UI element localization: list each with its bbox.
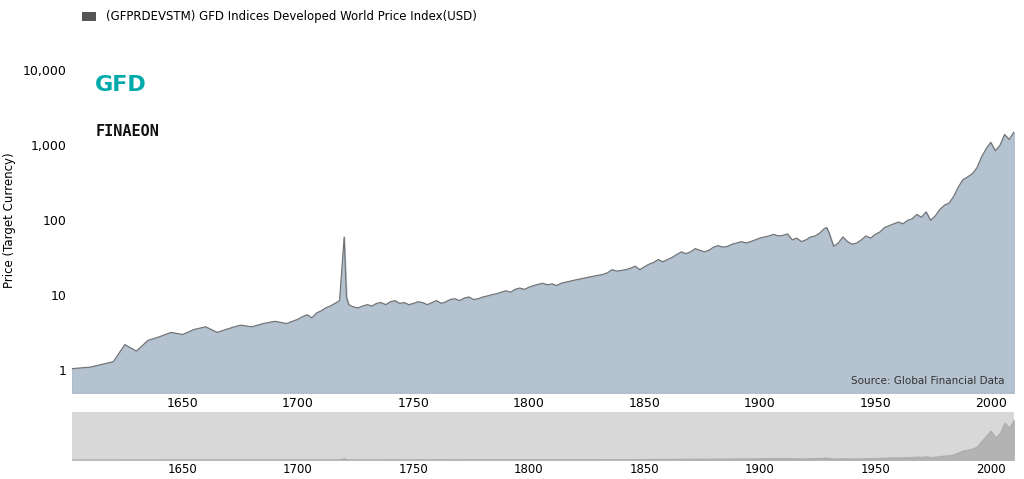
Text: FINAEON: FINAEON — [95, 124, 159, 139]
Legend: (GFPRDEVSTM) GFD Indices Developed World Price Index(USD): (GFPRDEVSTM) GFD Indices Developed World… — [78, 6, 481, 28]
Y-axis label: Price (Target Currency): Price (Target Currency) — [3, 152, 16, 288]
Text: GFD: GFD — [95, 76, 147, 95]
Text: Source: Global Financial Data: Source: Global Financial Data — [851, 376, 1005, 386]
